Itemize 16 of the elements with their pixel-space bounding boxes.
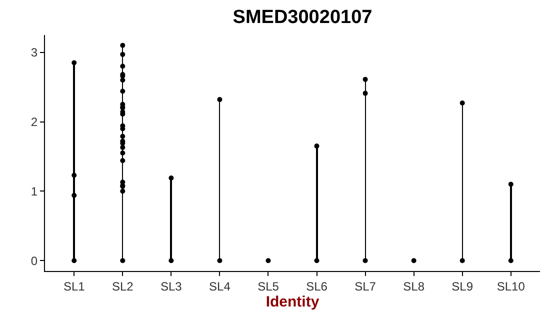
x-tick-label: SL1: [63, 279, 86, 294]
x-tick-label: SL6: [306, 279, 328, 294]
x-tick-label: SL9: [452, 279, 474, 294]
x-tick-label: SL5: [258, 279, 280, 294]
x-tick-label: SL10: [496, 279, 526, 294]
y-tick-label: 1: [30, 184, 38, 198]
x-tick-label: SL4: [209, 279, 231, 294]
x-tick-label: SL7: [354, 279, 376, 294]
x-tick-label: SL8: [403, 279, 425, 294]
y-tick-label: 3: [30, 46, 38, 60]
x-tick-label: SL3: [160, 279, 182, 294]
y-tick-label: 2: [30, 114, 38, 129]
x-axis-title: Identity: [266, 293, 320, 310]
x-tick-label: SL2: [112, 279, 134, 294]
y-tick-label: 0: [30, 254, 38, 268]
chart-title: SMED30020107: [232, 6, 372, 28]
